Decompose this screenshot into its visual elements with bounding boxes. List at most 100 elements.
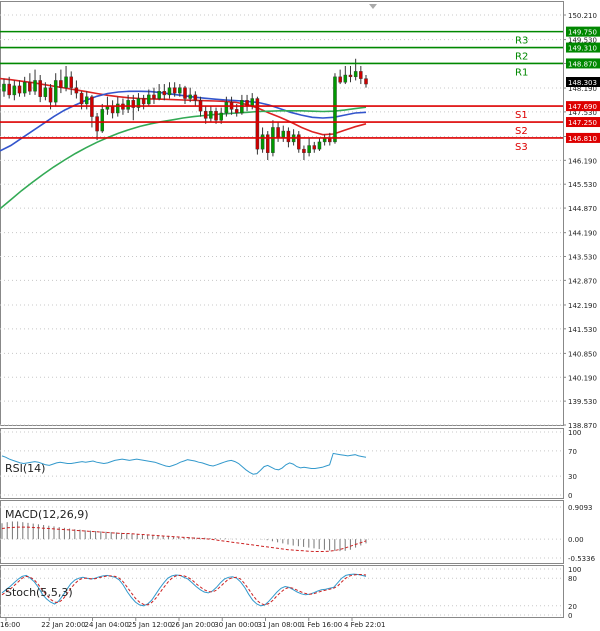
candle-body <box>333 76 337 143</box>
price-tick-label: 138.870 <box>568 422 597 430</box>
candle-body <box>260 134 265 150</box>
candle-body <box>364 78 368 85</box>
candle-body <box>157 91 161 99</box>
candle-body <box>188 94 192 99</box>
candle-body <box>178 87 182 94</box>
rsi-tick-label: 0 <box>568 492 572 500</box>
candle-body <box>348 74 353 78</box>
price-panel: 150.210 149.530 148.870 148.190 147.530 146.8… <box>0 1 600 430</box>
macd-tick-label: 0.00 <box>568 536 584 544</box>
price-tick-label: 145.530 <box>568 181 597 189</box>
macd-tick-label: 0.9093 <box>568 504 593 512</box>
candle-body <box>219 112 223 121</box>
candle-body <box>353 71 358 78</box>
candle-body <box>297 134 301 150</box>
candle-body <box>276 127 280 139</box>
rsi-panel-frame <box>0 428 564 499</box>
stoch-main-line <box>1 573 367 607</box>
candle-body <box>209 110 213 119</box>
candle-body <box>312 145 317 150</box>
time-tick-label: 16:00 <box>0 621 20 629</box>
price-tick-label: 140.850 <box>568 350 597 358</box>
candle-body <box>203 110 208 119</box>
last-price-marker: 148.303 <box>566 77 600 87</box>
level-name-r2: R2 <box>515 52 528 63</box>
candle-body <box>338 76 342 83</box>
price-panel-frame <box>0 1 564 426</box>
candle-body <box>286 130 291 143</box>
stoch-tick-label: 0 <box>568 612 572 620</box>
rsi-axis: 100 70 30 0 <box>568 429 581 500</box>
candle-body <box>234 109 239 114</box>
price-tick-label: 144.870 <box>568 205 597 213</box>
time-tick-label: 31 Jan 08:00 <box>258 621 302 629</box>
candle-body <box>245 100 249 106</box>
candle-body <box>33 80 37 92</box>
time-tick-label: 4 Feb 22:01 <box>344 621 385 629</box>
level-price-label-s3: 146.810 <box>568 135 597 143</box>
level-price-label-r2: 149.310 <box>568 45 597 53</box>
candle-body <box>147 94 151 105</box>
time-tick-label: 24 Jan 04:00 <box>85 621 129 629</box>
candle-body <box>359 71 363 79</box>
level-name-r1: R1 <box>515 67 528 78</box>
candle-body <box>271 127 275 153</box>
stoch-tick-label: 80 <box>568 575 577 583</box>
candle-body <box>328 138 332 143</box>
candle-body <box>7 83 11 96</box>
scroll-indicator-icon[interactable] <box>369 4 377 9</box>
price-tick-label: 144.190 <box>568 230 597 238</box>
price-tick-label: 142.870 <box>568 277 597 285</box>
price-tick-label: 149.530 <box>568 37 597 45</box>
macd-axis: 0.9093 0.00 -0.5336 <box>568 504 596 563</box>
price-tick-label: 147.530 <box>568 109 597 117</box>
time-tick-label: 26 Jan 20:00 <box>171 621 215 629</box>
candle-body <box>48 87 53 103</box>
macd-panel: 0.9093 0.00 -0.5336 MACD(12,26,9) <box>0 500 596 564</box>
candle-body <box>317 141 322 150</box>
candle-body <box>322 138 327 143</box>
candle-body <box>2 83 6 92</box>
price-tick-label: 148.190 <box>568 85 597 93</box>
rsi-tick-label: 30 <box>568 473 577 481</box>
time-tick-label: 22 Jan 20:00 <box>41 621 85 629</box>
price-tick-label: 140.190 <box>568 374 597 382</box>
stoch-label: Stoch(5,5,3) <box>5 586 73 599</box>
candle-body <box>64 76 68 88</box>
rsi-tick-label: 100 <box>568 429 581 437</box>
last-price-box <box>566 77 600 87</box>
stoch-tick-label: 20 <box>568 603 577 611</box>
candle-body <box>79 92 84 105</box>
candle-body <box>250 98 254 106</box>
candle-body <box>214 110 218 121</box>
level-price-box-r2 <box>566 42 600 53</box>
candle-body <box>167 87 172 96</box>
level-price-box-r3 <box>566 26 600 37</box>
stoch-tick-label: 100 <box>568 566 581 574</box>
candle-body <box>17 85 22 94</box>
level-price-label-r3: 149.750 <box>568 29 597 37</box>
candle-body <box>74 87 79 94</box>
candle-body <box>307 145 311 153</box>
last-price-label: 148.303 <box>568 79 597 87</box>
candle-body <box>302 148 306 153</box>
candle-body <box>255 98 260 150</box>
candle-body <box>116 103 120 114</box>
candle-body <box>22 82 27 94</box>
level-price-label-s1: 147.690 <box>568 103 597 111</box>
candle-body <box>126 100 130 110</box>
level-price-box-s1 <box>566 101 600 112</box>
candle-body <box>136 98 141 108</box>
level-price-label-r1: 148.870 <box>568 60 597 68</box>
moving-average-line-ma_mid <box>0 90 367 152</box>
sr-levels: 149.750 R3 149.310 R2 148.870 R1 147.690 S1 147.… <box>0 26 600 153</box>
candle-body <box>59 80 63 88</box>
price-tick-label: 146.190 <box>568 157 597 165</box>
candle-body <box>152 94 156 99</box>
rsi-line <box>1 452 367 475</box>
level-price-box-r1 <box>566 58 600 69</box>
price-tick-label: 141.530 <box>568 326 597 334</box>
